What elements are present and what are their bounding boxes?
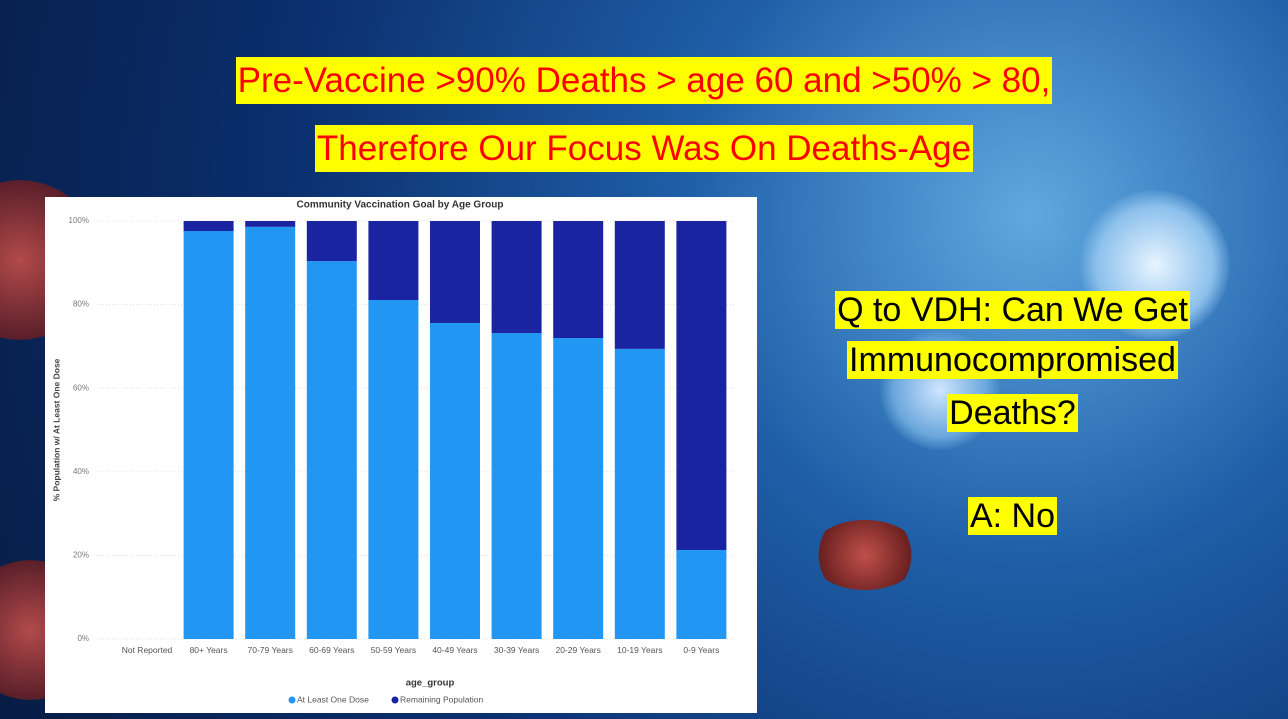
bar-segment: [676, 221, 726, 550]
x-axis-label: age_group: [406, 678, 455, 689]
bar-segment: [553, 338, 603, 639]
title-text: Therefore Our Focus Was On Deaths-Age: [315, 125, 973, 172]
bar-segment: [430, 323, 480, 639]
chart-panel: Community Vaccination Goal by Age Group …: [45, 197, 757, 713]
x-tick-label: 50-59 Years: [364, 645, 422, 656]
bar-segment: [553, 221, 603, 338]
question-text: Deaths?: [947, 394, 1078, 432]
legend-marker: [289, 697, 296, 704]
chart-title: Community Vaccination Goal by Age Group: [297, 200, 504, 211]
x-tick-label: Not Reported: [118, 645, 176, 656]
x-tick-label: 60-69 Years: [303, 645, 361, 656]
title-line: Therefore Our Focus Was On Deaths-Age: [0, 118, 1288, 180]
legend-label: At Least One Dose: [297, 694, 369, 704]
y-tick-label: 80%: [73, 300, 89, 309]
bar-segment: [615, 221, 665, 349]
question-line: Immunocompromised: [780, 334, 1245, 386]
x-tick-label: 10-19 Years: [611, 645, 669, 656]
x-tick-label: 70-79 Years: [241, 645, 299, 656]
bar-segment: [430, 221, 480, 323]
x-tick-label: 20-29 Years: [549, 645, 607, 656]
bar-segment: [676, 550, 726, 639]
legend-label: Remaining Population: [400, 694, 483, 704]
bar-segment: [615, 349, 665, 639]
y-tick-label: 20%: [73, 551, 89, 560]
x-tick-label: 30-39 Years: [488, 645, 546, 656]
x-tick-label: 0-9 Years: [672, 645, 730, 656]
title-text: Pre-Vaccine >90% Deaths > age 60 and >50…: [236, 57, 1053, 104]
bar-segment: [245, 221, 295, 227]
y-tick-label: 60%: [73, 383, 89, 392]
x-tick-label: 40-49 Years: [426, 645, 484, 656]
answer-line: A: No: [780, 490, 1245, 542]
bar-segment: [307, 261, 357, 639]
bar-segment: [492, 333, 542, 639]
answer-text: A: No: [968, 497, 1057, 535]
question-text: Immunocompromised: [847, 341, 1178, 379]
question-line: Q to VDH: Can We Get: [780, 284, 1245, 336]
bar-segment: [184, 231, 234, 639]
bar-segment: [184, 221, 234, 231]
x-tick-label: 80+ Years: [180, 645, 238, 656]
legend-marker: [392, 697, 399, 704]
slide: Pre-Vaccine >90% Deaths > age 60 and >50…: [0, 0, 1288, 719]
question-text: Q to VDH: Can We Get: [835, 291, 1190, 329]
title-line: Pre-Vaccine >90% Deaths > age 60 and >50…: [0, 50, 1288, 112]
chart: Community Vaccination Goal by Age Group …: [45, 197, 757, 713]
bar-segment: [492, 221, 542, 333]
bar-segment: [368, 300, 418, 639]
bar-segment: [245, 227, 295, 639]
y-tick-label: 100%: [69, 216, 89, 225]
y-tick-label: 40%: [73, 467, 89, 476]
bar-segment: [307, 221, 357, 261]
y-axis-label: % Population w/ At Least One Dose: [51, 358, 61, 501]
question-line: Deaths?: [780, 387, 1245, 439]
y-tick-label: 0%: [77, 634, 89, 643]
bar-segment: [368, 221, 418, 300]
